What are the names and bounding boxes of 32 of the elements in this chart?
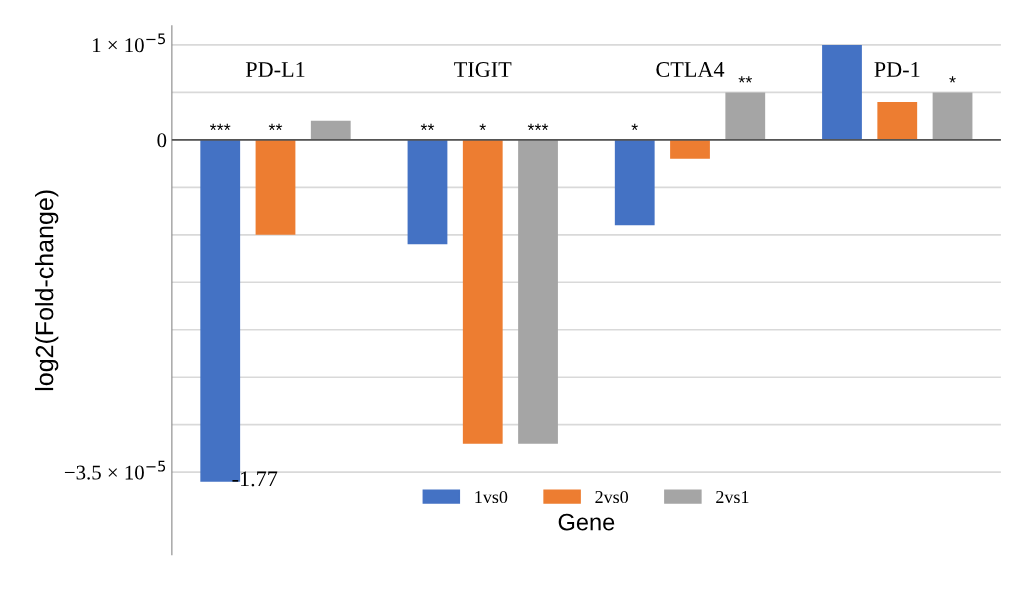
data-label: *** bbox=[209, 123, 231, 131]
bar bbox=[932, 92, 973, 140]
bar bbox=[725, 92, 766, 140]
data-label: *** bbox=[527, 123, 549, 131]
data-label: * bbox=[479, 123, 486, 131]
x-tick-label: PD-L1 bbox=[245, 62, 305, 77]
x-tick-label: TIGIT bbox=[454, 62, 512, 77]
data-label: * bbox=[631, 123, 638, 131]
bar bbox=[614, 139, 655, 226]
legend-label: 2vs0 bbox=[595, 490, 629, 504]
bar bbox=[822, 44, 862, 140]
bar bbox=[255, 139, 296, 235]
data-label: ** bbox=[420, 123, 435, 131]
y-tick-label: 0 bbox=[157, 133, 167, 148]
data-label: ** bbox=[738, 76, 753, 83]
x-axis-title: Gene bbox=[558, 513, 615, 531]
x-tick-label: CTLA4 bbox=[656, 62, 725, 77]
bar bbox=[462, 139, 503, 444]
legend-label: 1vs0 bbox=[475, 490, 508, 504]
y-tick-label: −3.5 × 10$^{−5}$ bbox=[64, 460, 166, 480]
legend-label: 2vs1 bbox=[716, 490, 749, 504]
annotation: -1.77 bbox=[232, 471, 278, 487]
x-tick-label: PD-1 bbox=[874, 62, 920, 77]
bar bbox=[407, 139, 448, 245]
bar bbox=[310, 120, 351, 140]
bar bbox=[877, 101, 918, 140]
data-label: ** bbox=[268, 123, 283, 131]
y-tick-label: 1 × 10$^{−5}$ bbox=[93, 33, 166, 53]
data-label: * bbox=[949, 76, 956, 83]
bar bbox=[670, 139, 710, 159]
bar bbox=[518, 139, 558, 444]
y-axis-title: log2(Fold-change) bbox=[35, 190, 59, 391]
